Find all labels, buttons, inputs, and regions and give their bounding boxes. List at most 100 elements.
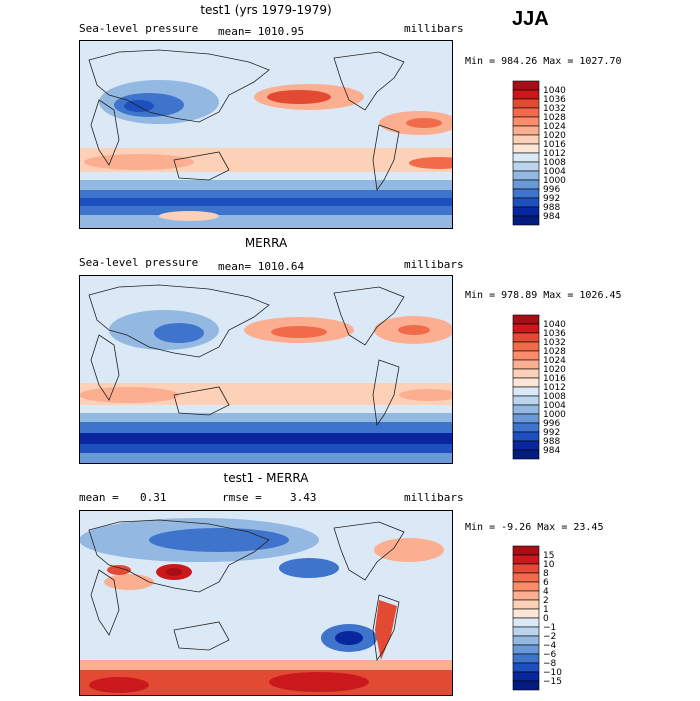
colorbar-label: 988 bbox=[543, 437, 560, 447]
colorbar-swatch bbox=[512, 449, 540, 460]
colorbar-label: −10 bbox=[543, 668, 562, 678]
pressure-contour bbox=[79, 180, 453, 191]
colorbar-label: 6 bbox=[543, 578, 549, 588]
colorbar-label: 988 bbox=[543, 203, 560, 213]
pressure-contour bbox=[271, 326, 327, 338]
panel3-title: test1 - MERRA bbox=[223, 471, 309, 485]
colorbar-swatch bbox=[512, 107, 540, 118]
colorbar-swatch bbox=[512, 626, 540, 637]
panel1-minmax: Min = 984.26 Max = 1027.70 bbox=[465, 56, 622, 67]
panel2-variable: Sea-level pressure bbox=[79, 256, 199, 269]
colorbar-swatch bbox=[512, 314, 540, 325]
colorbar-swatch bbox=[512, 341, 540, 352]
colorbar-label: 984 bbox=[543, 212, 560, 222]
panel1-variable: Sea-level pressure bbox=[79, 22, 199, 35]
colorbar-swatch bbox=[512, 368, 540, 379]
colorbar-swatch bbox=[512, 563, 540, 574]
panel1-units: millibars bbox=[404, 22, 464, 35]
panel3-rmse-value: 3.43 bbox=[290, 491, 317, 504]
difference-contour bbox=[335, 631, 363, 645]
colorbar-label: 1024 bbox=[543, 122, 566, 132]
colorbar-label: 1004 bbox=[543, 167, 566, 177]
colorbar-swatch bbox=[512, 170, 540, 181]
colorbar-swatch bbox=[512, 323, 540, 334]
coastlines bbox=[88, 284, 405, 427]
panel2-colorbar: 1040 1036 1032 1028 1024 1020 1016 1012 1008 1004… bbox=[512, 314, 602, 470]
colorbar-swatch bbox=[512, 179, 540, 190]
colorbar-swatch bbox=[512, 152, 540, 163]
colorbar-label: 1028 bbox=[543, 347, 566, 357]
colorbar-label: 996 bbox=[543, 419, 560, 429]
colorbar-swatch bbox=[512, 671, 540, 682]
panel3-units: millibars bbox=[404, 491, 464, 504]
colorbar-label: 1000 bbox=[543, 176, 566, 186]
colorbar-swatch bbox=[512, 98, 540, 109]
pressure-contour bbox=[159, 211, 219, 221]
colorbar-label: 1032 bbox=[543, 338, 566, 348]
difference-contour bbox=[104, 574, 154, 590]
map-frame bbox=[79, 40, 453, 229]
colorbar-swatch bbox=[512, 197, 540, 208]
panel3-minmax: Min = -9.26 Max = 23.45 bbox=[465, 522, 604, 533]
difference-contour bbox=[279, 558, 339, 578]
colorbar-label: 1040 bbox=[543, 86, 566, 96]
pressure-contour bbox=[79, 453, 453, 464]
pressure-contour bbox=[406, 118, 442, 128]
pressure-contour bbox=[79, 206, 453, 216]
panel3-rmse-label: rmse = bbox=[222, 491, 262, 504]
colorbar-label: 1016 bbox=[543, 374, 566, 384]
colorbar-label: 1012 bbox=[543, 383, 566, 393]
pressure-contour bbox=[79, 444, 453, 454]
colorbar-swatch bbox=[512, 143, 540, 154]
panel1-map bbox=[79, 40, 453, 229]
difference-contour bbox=[374, 538, 444, 562]
colorbar-swatch bbox=[512, 413, 540, 424]
map-frame bbox=[79, 275, 453, 464]
pressure-contour bbox=[399, 389, 453, 401]
colorbar-label: 992 bbox=[543, 194, 560, 204]
colorbar-label: −15 bbox=[543, 677, 562, 687]
panel2-title: MERRA bbox=[244, 236, 288, 250]
colorbar-label: 1008 bbox=[543, 392, 566, 402]
colorbar-swatch bbox=[512, 206, 540, 217]
colorbar-label: 1008 bbox=[543, 158, 566, 168]
colorbar-label: 1036 bbox=[543, 95, 566, 105]
colorbar-label: 1004 bbox=[543, 401, 566, 411]
colorbar-swatch bbox=[512, 359, 540, 370]
pressure-contour bbox=[79, 413, 453, 423]
panel2-mean: mean= 1010.64 bbox=[218, 260, 305, 273]
panel3-mean-value: 0.31 bbox=[140, 491, 167, 504]
pressure-contour bbox=[409, 157, 453, 169]
difference-contour bbox=[375, 600, 397, 660]
season-label: JJA bbox=[512, 8, 549, 30]
colorbar-swatch bbox=[512, 617, 540, 628]
colorbar-swatch bbox=[512, 635, 540, 646]
colorbar-swatch bbox=[512, 134, 540, 145]
colorbar-label: 1000 bbox=[543, 410, 566, 420]
colorbar-label: 1024 bbox=[543, 356, 566, 366]
colorbar-label: 15 bbox=[543, 551, 554, 561]
colorbar-swatch bbox=[512, 572, 540, 583]
colorbar-swatch bbox=[512, 116, 540, 127]
colorbar-swatch bbox=[512, 599, 540, 610]
colorbar-swatch bbox=[512, 662, 540, 673]
colorbar-label: 1012 bbox=[543, 149, 566, 159]
pressure-contour bbox=[124, 100, 154, 112]
colorbar-swatch bbox=[512, 590, 540, 601]
panel2-units: millibars bbox=[404, 258, 464, 271]
difference-contour bbox=[269, 672, 369, 692]
coastlines bbox=[88, 519, 405, 662]
colorbar-label: 0 bbox=[543, 614, 549, 624]
colorbar-swatch bbox=[512, 422, 540, 433]
colorbar-swatch bbox=[512, 80, 540, 91]
colorbar-swatch bbox=[512, 395, 540, 406]
pressure-contour bbox=[398, 325, 430, 335]
colorbar-label: −1 bbox=[543, 623, 556, 633]
colorbar-swatch bbox=[512, 332, 540, 343]
colorbar-swatch bbox=[512, 386, 540, 397]
colorbar-swatch bbox=[512, 581, 540, 592]
colorbar-label: 984 bbox=[543, 446, 560, 456]
difference-contour bbox=[89, 677, 149, 693]
pressure-contour bbox=[79, 198, 453, 208]
colorbar-swatch bbox=[512, 644, 540, 655]
